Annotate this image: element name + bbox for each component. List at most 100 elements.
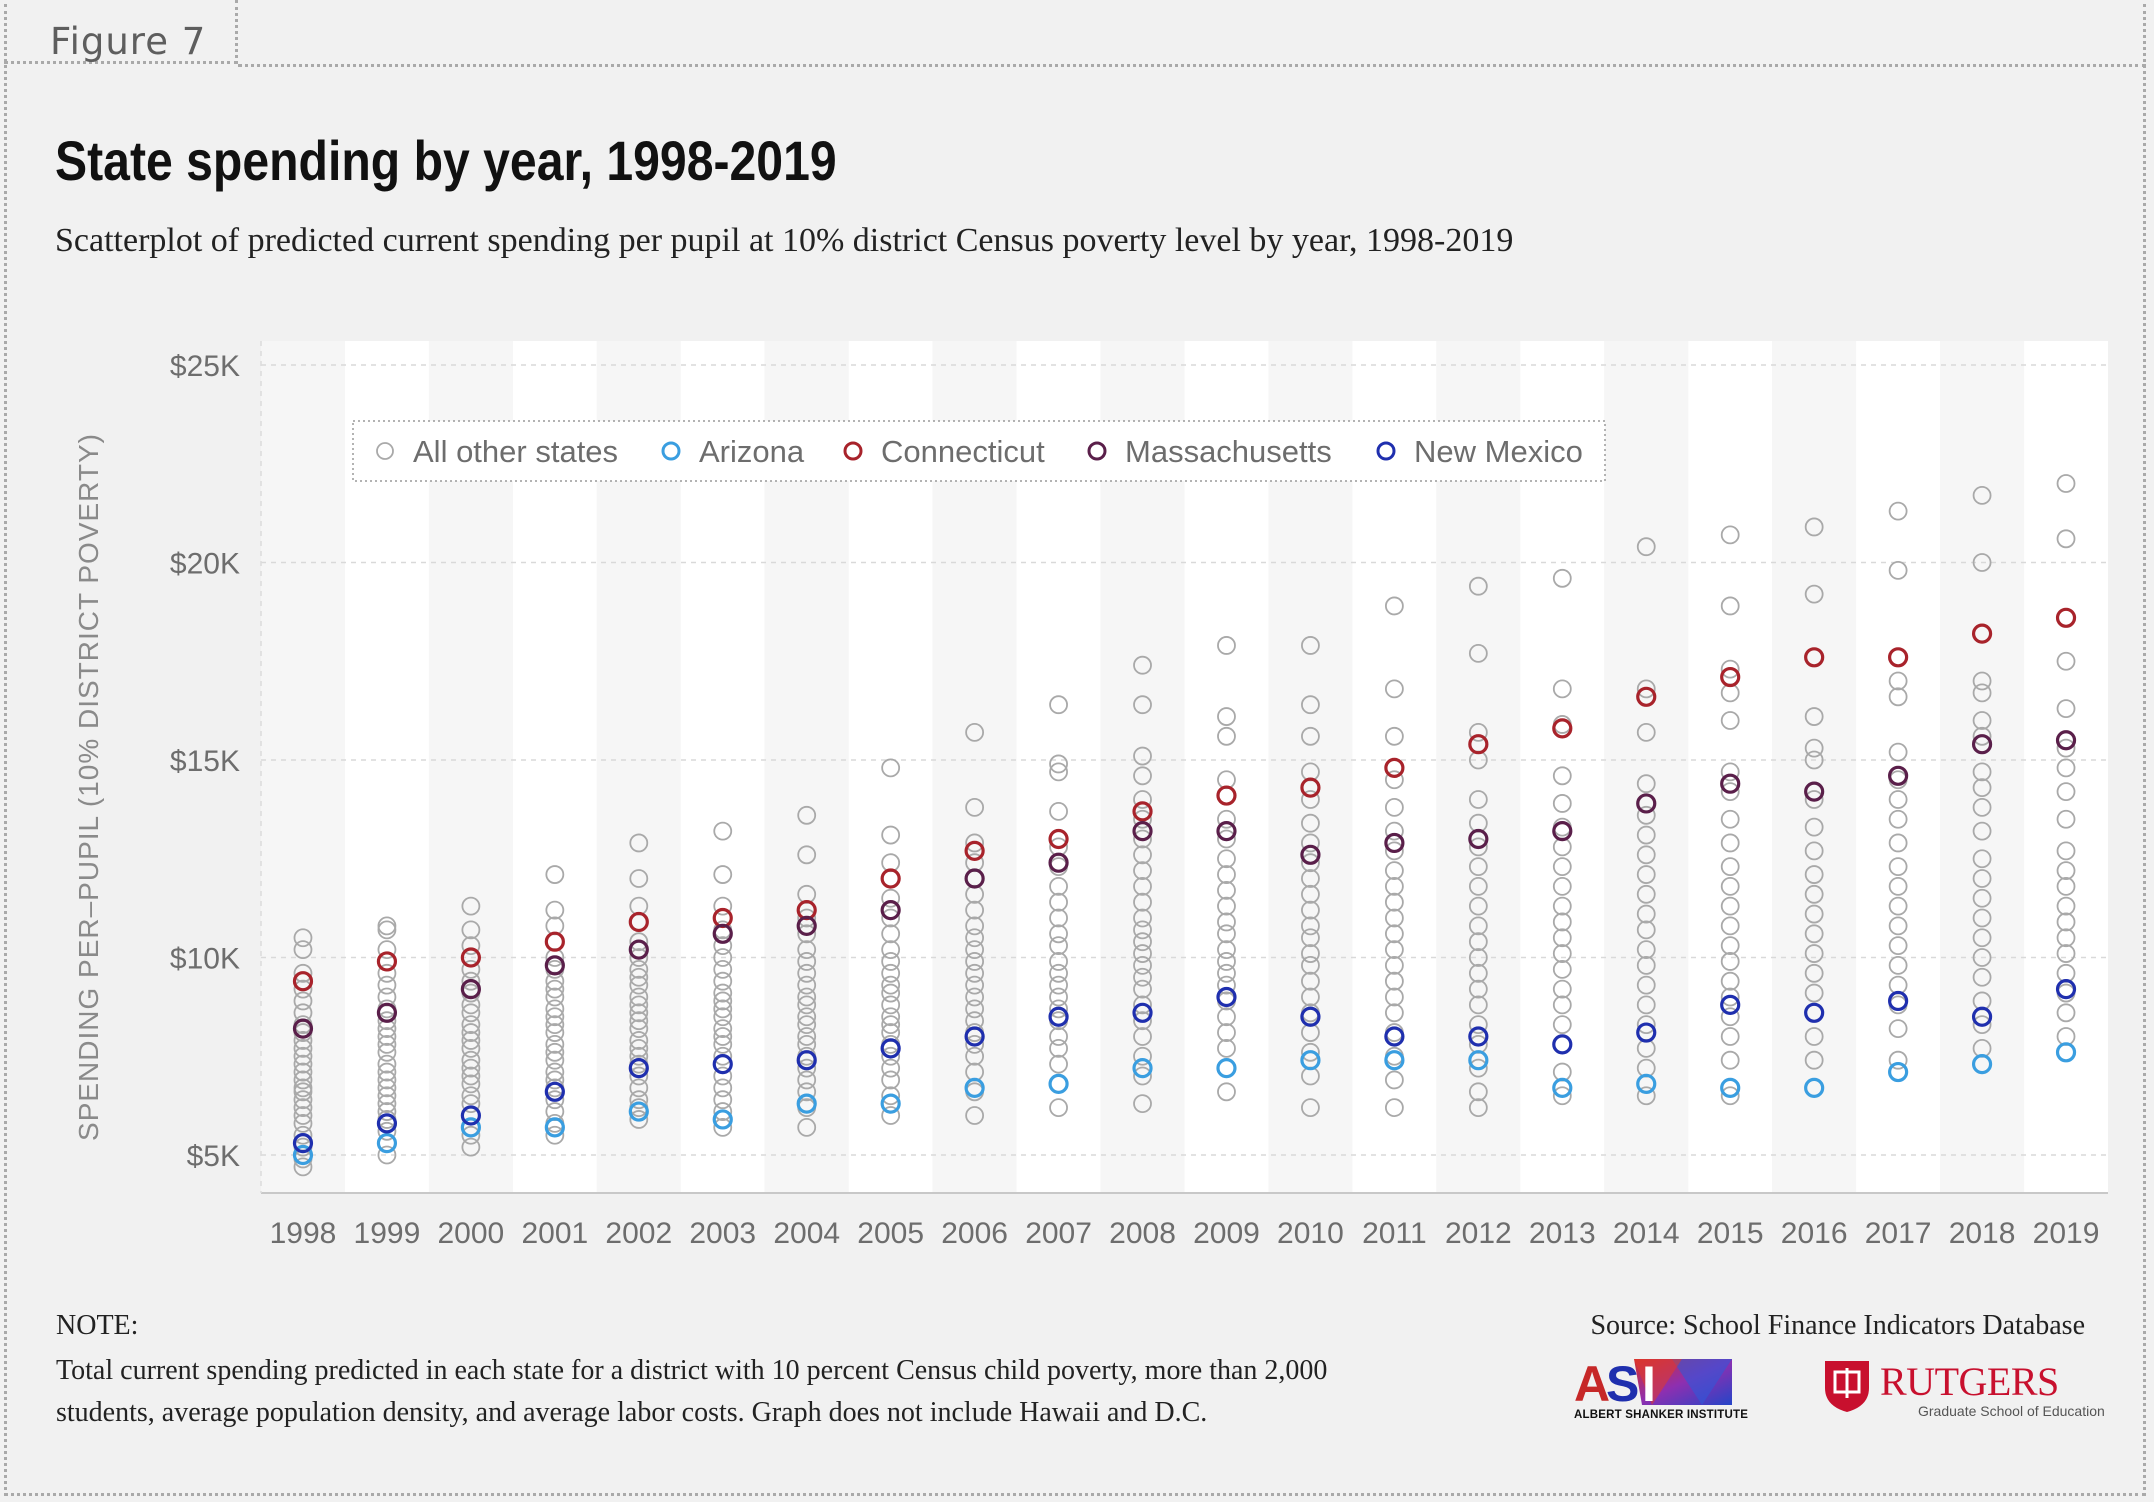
point-other-state: [1301, 916, 1320, 936]
point-other-state: [1972, 683, 1992, 703]
point-connecticut: [1048, 828, 1069, 850]
point-other-state: [1552, 766, 1572, 786]
point-other-state: [1217, 1082, 1236, 1102]
point-arizona: [796, 1093, 817, 1114]
point-other-state: [713, 1035, 733, 1054]
y-tick-label: $25K: [170, 350, 240, 383]
point-other-state: [1217, 829, 1236, 849]
point-new-mexico: [1888, 990, 1909, 1012]
point-other-state: [377, 1011, 397, 1031]
legend-label: Connecticut: [881, 434, 1045, 469]
point-other-state: [1804, 983, 1824, 1003]
point-other-state: [629, 1038, 649, 1058]
point-other-state: [1888, 742, 1908, 762]
point-other-state: [881, 1070, 901, 1090]
point-other-state: [1133, 766, 1152, 786]
point-other-state: [1888, 1050, 1908, 1070]
point-other-state: [1133, 1094, 1152, 1114]
point-arizona: [1720, 1077, 1741, 1098]
point-other-state: [2056, 758, 2076, 778]
point-other-state: [377, 975, 397, 995]
point-other-state: [1468, 1098, 1488, 1117]
point-other-state: [1049, 1027, 1068, 1046]
point-other-state: [1217, 912, 1236, 932]
point-other-state: [1972, 821, 1992, 841]
point-other-state: [1720, 833, 1740, 853]
point-other-state: [545, 865, 565, 884]
point-other-state: [293, 1114, 313, 1133]
point-other-state: [293, 1054, 313, 1074]
point-other-state: [1049, 801, 1068, 821]
point-other-state: [881, 1015, 901, 1035]
point-massachusetts: [1971, 734, 1993, 755]
point-massachusetts: [1216, 820, 1237, 842]
point-connecticut: [1384, 757, 1405, 779]
point-other-state: [1888, 916, 1908, 936]
point-other-state: [1972, 948, 1992, 967]
point-other-state: [881, 995, 901, 1015]
point-other-state: [545, 1007, 565, 1027]
point-other-state: [1217, 975, 1236, 995]
point-other-state: [545, 1070, 565, 1090]
asi-logo-mark: A S I: [1574, 1357, 1732, 1407]
point-other-state: [629, 948, 649, 967]
point-other-state: [1301, 928, 1320, 948]
point-other-state: [797, 924, 817, 944]
point-other-state: [1804, 517, 1824, 537]
point-other-state: [881, 924, 901, 944]
point-other-state: [1636, 537, 1656, 557]
point-connecticut: [544, 931, 565, 952]
point-massachusetts: [1804, 781, 1825, 802]
point-other-state: [713, 1066, 733, 1086]
point-other-state: [461, 936, 481, 956]
point-other-state: [797, 908, 817, 928]
x-tick-label: 2015: [1697, 1217, 1764, 1250]
point-other-state: [797, 963, 817, 983]
x-tick-label: 2007: [1025, 1217, 1092, 1250]
point-other-state: [293, 1090, 313, 1110]
point-other-state: [461, 971, 481, 991]
point-other-state: [377, 1035, 397, 1054]
point-other-state: [1217, 924, 1236, 944]
point-other-state: [713, 983, 733, 1003]
point-other-state: [461, 1031, 481, 1050]
point-other-state: [1133, 655, 1152, 675]
point-connecticut: [1216, 785, 1237, 806]
x-tick-label: 2013: [1529, 1217, 1596, 1250]
point-new-mexico: [544, 1081, 565, 1102]
x-tick-label: 2002: [605, 1217, 672, 1250]
point-arizona: [1300, 1050, 1321, 1071]
x-tick-label: 2018: [1949, 1217, 2016, 1250]
point-other-state: [1468, 837, 1488, 857]
point-other-state: [1888, 561, 1908, 580]
point-other-state: [293, 940, 313, 959]
asi-logo-text: ALBERT SHANKER INSTITUTE: [1574, 1409, 1749, 1421]
point-other-state: [1468, 963, 1488, 983]
point-other-state: [1720, 1007, 1740, 1027]
point-connecticut: [1804, 647, 1825, 668]
point-other-state: [2056, 1003, 2076, 1023]
point-other-state: [1888, 501, 1908, 521]
point-other-state: [797, 845, 817, 865]
point-other-state: [1049, 987, 1068, 1007]
point-other-state: [1468, 722, 1488, 742]
figure-label: Figure 7: [50, 20, 207, 63]
point-other-state: [1301, 695, 1320, 715]
point-other-state: [629, 967, 649, 987]
x-tick-label: 2000: [438, 1217, 505, 1250]
point-other-state: [377, 1042, 397, 1062]
point-massachusetts: [1300, 844, 1321, 865]
point-other-state: [545, 987, 565, 1007]
point-other-state: [713, 1117, 733, 1137]
point-other-state: [965, 900, 985, 920]
point-other-state: [1301, 900, 1320, 920]
x-tick-label: 2014: [1613, 1217, 1680, 1250]
point-other-state: [1720, 916, 1740, 936]
point-other-state: [377, 1086, 397, 1106]
point-other-state: [1384, 987, 1404, 1007]
point-other-state: [1301, 1098, 1320, 1117]
point-other-state: [1049, 1098, 1068, 1117]
point-arizona: [376, 1133, 398, 1154]
point-other-state: [1301, 869, 1320, 888]
note-heading: NOTE:: [56, 1310, 139, 1341]
